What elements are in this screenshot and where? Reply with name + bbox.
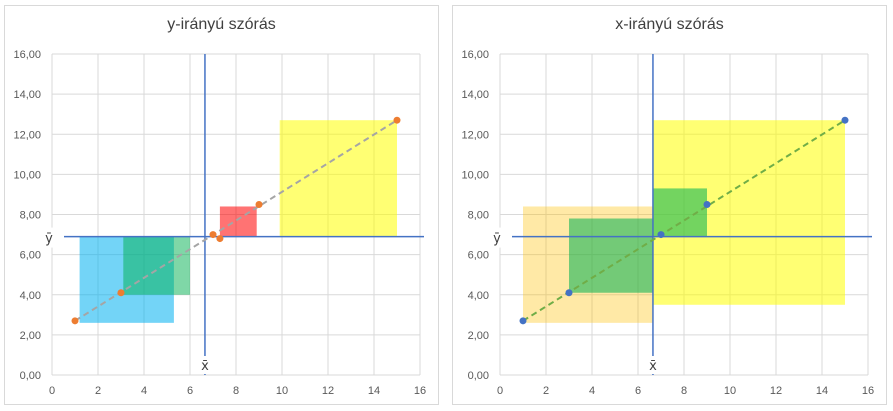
scatter-plot-y-spread: 0 2 4 6 8 10 12 14 16 0,00 2,00 4,00 6,00 8,00 10,00 12…	[13, 49, 426, 397]
spread-rectangle	[219, 206, 257, 237]
data-point	[71, 317, 79, 325]
mean-x-label-bg	[195, 356, 214, 374]
x-tick-label: 0	[497, 385, 503, 397]
data-point	[657, 231, 665, 239]
y-tick-label: 12,00	[461, 129, 489, 141]
y-tick-label: 10,00	[461, 169, 489, 181]
chart-panel-y-spread: y-irányú szórás 0 2 4 6 8 10 12 14 16 0,00 2,00 4,0…	[4, 5, 439, 405]
y-tick-label: 10,00	[13, 169, 41, 181]
data-point	[703, 200, 711, 208]
y-tick-label: 2,00	[468, 330, 489, 342]
x-tick-label: 4	[589, 385, 595, 397]
x-tick-label: 14	[368, 385, 380, 397]
data-point	[565, 289, 573, 297]
x-tick-label: 6	[635, 385, 641, 397]
y-tick-label: 2,00	[20, 330, 41, 342]
y-tick-label: 14,00	[13, 89, 41, 101]
spread-rectangle	[652, 188, 707, 237]
mean-y-label-bg	[487, 227, 507, 248]
data-point	[393, 116, 401, 124]
x-tick-label: 10	[276, 385, 288, 397]
spread-rectangle	[569, 218, 653, 293]
x-tick-label: 4	[141, 385, 147, 397]
x-tick-label: 6	[187, 385, 193, 397]
x-tick-label: 8	[233, 385, 239, 397]
x-tick-label: 16	[414, 385, 426, 397]
trendline	[74, 119, 398, 322]
y-tick-label: 0,00	[468, 370, 489, 382]
y-tick-label: 4,00	[468, 290, 489, 302]
chart-title: x-irányú szórás	[615, 16, 724, 33]
trendline	[522, 119, 846, 322]
mean-x-label-bg	[643, 356, 662, 374]
y-tick-label: 8,00	[20, 210, 41, 222]
x-tick-label: 12	[322, 385, 334, 397]
mean-x-label: x̄	[649, 359, 657, 374]
data-point	[841, 116, 849, 124]
spread-rectangle	[123, 236, 190, 295]
data-point	[216, 235, 224, 243]
x-tick-label: 2	[543, 385, 549, 397]
x-tick-label: 10	[724, 385, 736, 397]
scatter-plot-x-spread: 0 2 4 6 8 10 12 14 16 0,00 2,00 4,00 6,00 8,00 10,00 12…	[461, 49, 874, 397]
y-tick-label: 16,00	[13, 49, 41, 61]
y-tick-label: 12,00	[13, 129, 41, 141]
x-tick-label: 8	[681, 385, 687, 397]
spread-rectangle	[279, 120, 397, 237]
chart-panel-x-spread: x-irányú szórás 0 2 4 6 8 10 12 14 16 0,00 2,00 4,0…	[452, 5, 887, 405]
mean-y-label: ȳ	[493, 232, 501, 247]
x-tick-label: 16	[862, 385, 874, 397]
y-tick-label: 14,00	[461, 89, 489, 101]
data-point	[519, 317, 527, 325]
mean-y-label-bg	[39, 227, 59, 248]
y-tick-label: 6,00	[20, 250, 41, 262]
x-tick-label: 14	[816, 385, 828, 397]
x-tick-label: 12	[770, 385, 782, 397]
y-tick-label: 0,00	[20, 370, 41, 382]
x-tick-label: 0	[49, 385, 55, 397]
mean-x-label: x̄	[201, 359, 209, 374]
x-tick-label: 2	[95, 385, 101, 397]
data-point	[255, 200, 263, 208]
data-point	[117, 289, 125, 297]
data-point	[209, 231, 217, 239]
y-tick-label: 6,00	[468, 250, 489, 262]
chart-title: y-irányú szórás	[167, 16, 276, 33]
y-tick-label: 16,00	[461, 49, 489, 61]
mean-y-label: ȳ	[45, 232, 53, 247]
y-tick-label: 8,00	[468, 210, 489, 222]
y-tick-label: 4,00	[20, 290, 41, 302]
